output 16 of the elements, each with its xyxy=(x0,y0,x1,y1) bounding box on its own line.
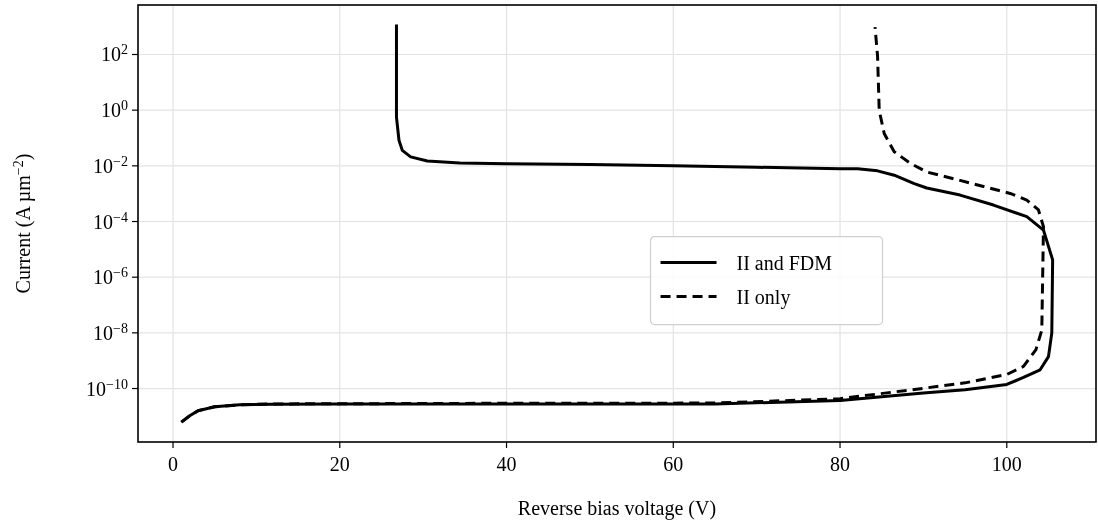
x-tick-label: 0 xyxy=(168,453,179,475)
x-tick-label: 80 xyxy=(830,453,851,475)
y-tick-label: 10$^{−6}$ xyxy=(93,264,128,289)
y-tick-label: 10$^{2}$ xyxy=(101,42,128,66)
x-tick-label: 20 xyxy=(329,453,350,475)
y-tick-label: 10$^{−8}$ xyxy=(93,320,128,344)
legend-label: II only xyxy=(736,285,791,309)
y-tick-label: 10$^{0}$ xyxy=(101,97,128,122)
x-axis-title: Reverse bias voltage (V) xyxy=(517,497,717,520)
x-tick-label: 60 xyxy=(663,453,684,475)
y-tick-label: 10$^{−10}$ xyxy=(86,376,128,400)
y-tick-label: 10$^{−2}$ xyxy=(93,153,128,177)
x-tick-label: 40 xyxy=(496,453,517,475)
legend-label: II and FDM xyxy=(736,251,833,274)
x-tick-label: 100 xyxy=(991,453,1022,475)
y-tick-label: 10$^{−4}$ xyxy=(93,209,128,233)
